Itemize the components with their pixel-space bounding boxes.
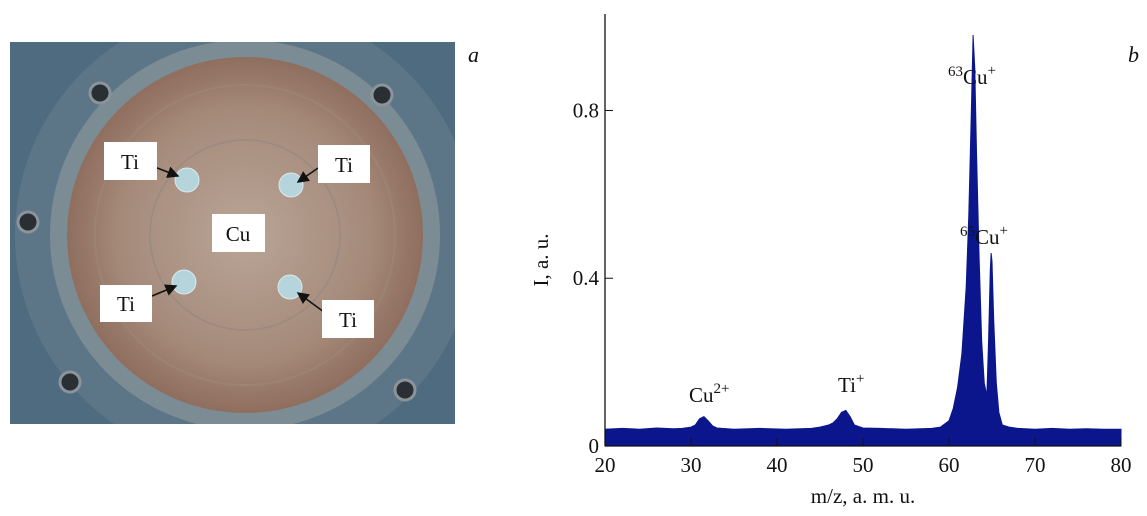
y-tick-label: 0: [589, 434, 600, 458]
panel-label: b: [1128, 42, 1139, 67]
photo-label: Ti: [117, 292, 135, 316]
y-tick-label: 0.4: [573, 266, 600, 290]
y-axis-label: I, a. u.: [529, 233, 553, 286]
photo-label: Ti: [335, 153, 353, 177]
photo-label: Ti: [121, 150, 139, 174]
peak-label-base: Cu: [975, 225, 1000, 249]
peak-label-sup: 2+: [714, 381, 730, 397]
x-tick-label: 30: [681, 453, 702, 477]
peak-label-pre: 65: [960, 224, 975, 240]
x-tick-label: 70: [1025, 453, 1046, 477]
x-tick-label: 20: [595, 453, 616, 477]
peak-label: Cu2+: [689, 381, 729, 407]
photo-label: Cu: [226, 222, 251, 246]
x-tick-label: 40: [767, 453, 788, 477]
peak-label-base: Cu: [689, 383, 714, 407]
peak-label-sup: +: [1000, 223, 1008, 239]
peak-label-pre: 63: [948, 64, 963, 80]
peak-label-base: Cu: [963, 65, 988, 89]
x-tick-label: 80: [1111, 453, 1132, 477]
photo: Ti Ti Cu Ti Ti: [10, 42, 455, 424]
peak-label: 65Cu+: [960, 223, 1008, 249]
peak-label-sup: +: [988, 63, 996, 79]
panel-label: a: [468, 42, 479, 67]
x-axis-label: m/z, a. m. u.: [811, 484, 915, 508]
peak-label: Ti+: [838, 371, 864, 397]
photo-label: Ti: [339, 308, 357, 332]
x-tick-label: 60: [939, 453, 960, 477]
peak-label-sup: +: [856, 371, 864, 387]
y-tick-label: 0.8: [573, 98, 599, 122]
peak-label: 63Cu+: [948, 63, 996, 89]
x-tick-label: 50: [853, 453, 874, 477]
peak-label-base: Ti: [838, 373, 856, 397]
spectrum-area: [604, 34, 1122, 447]
